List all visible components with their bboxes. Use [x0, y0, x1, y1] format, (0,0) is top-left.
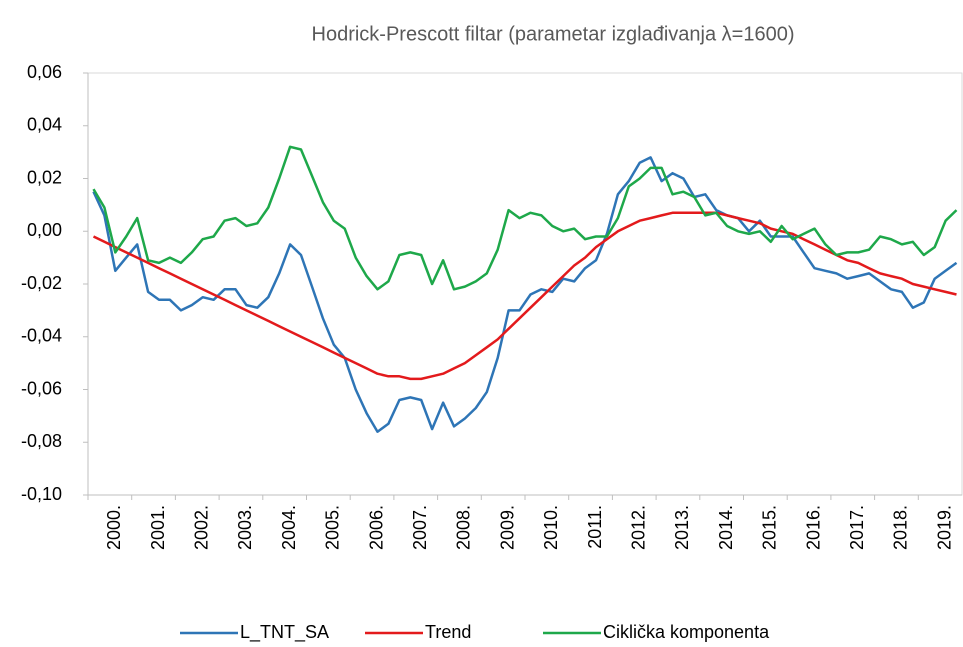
y-tick-label: -0,02: [21, 273, 62, 293]
x-tick-label: 2016.: [803, 505, 823, 550]
plot-frame: [87, 72, 963, 496]
x-tick-label: 2005.: [323, 505, 343, 550]
x-tick-label: 2001.: [148, 505, 168, 550]
legend-label: Ciklička komponenta: [603, 622, 770, 642]
x-tick-label: 2010.: [541, 505, 561, 550]
y-tick-label: 0,04: [27, 115, 62, 135]
y-tick-label: 0,02: [27, 167, 62, 187]
y-tick-label: -0,04: [21, 326, 62, 346]
x-tick-label: 2000.: [104, 505, 124, 550]
x-tick-label: 2012.: [628, 505, 648, 550]
x-tick-label: 2006.: [366, 505, 386, 550]
x-tick-label: 2004.: [279, 505, 299, 550]
x-tick-label: 2002.: [191, 505, 211, 550]
x-tick-label: 2017.: [847, 505, 867, 550]
x-tick-label: 2014.: [716, 505, 736, 550]
x-tick-label: 2003.: [235, 505, 255, 550]
y-tick-label: -0,08: [21, 431, 62, 451]
series-line: [92, 156, 958, 433]
x-tick-label: 2019.: [934, 505, 954, 550]
series-line: [92, 211, 957, 381]
x-tick-label: 2015.: [760, 505, 780, 550]
y-tick-label: 0,06: [27, 62, 62, 82]
x-tick-label: 2013.: [672, 505, 692, 550]
x-tick-label: 2007.: [410, 505, 430, 550]
legend-label: Trend: [425, 622, 471, 642]
x-tick-label: 2009.: [497, 505, 517, 550]
legend-label: L_TNT_SA: [240, 622, 329, 643]
x-tick-label: 2011.: [585, 505, 605, 549]
y-tick-label: -0,06: [21, 378, 62, 398]
series-line: [92, 145, 958, 291]
x-tick-label: 2018.: [891, 505, 911, 550]
y-tick-label: 0,00: [27, 220, 62, 240]
y-tick-label: -0,10: [21, 484, 62, 504]
x-tick-label: 2008.: [454, 505, 474, 550]
chart-title: Hodrick-Prescott filtar (parametar izgla…: [312, 23, 795, 45]
